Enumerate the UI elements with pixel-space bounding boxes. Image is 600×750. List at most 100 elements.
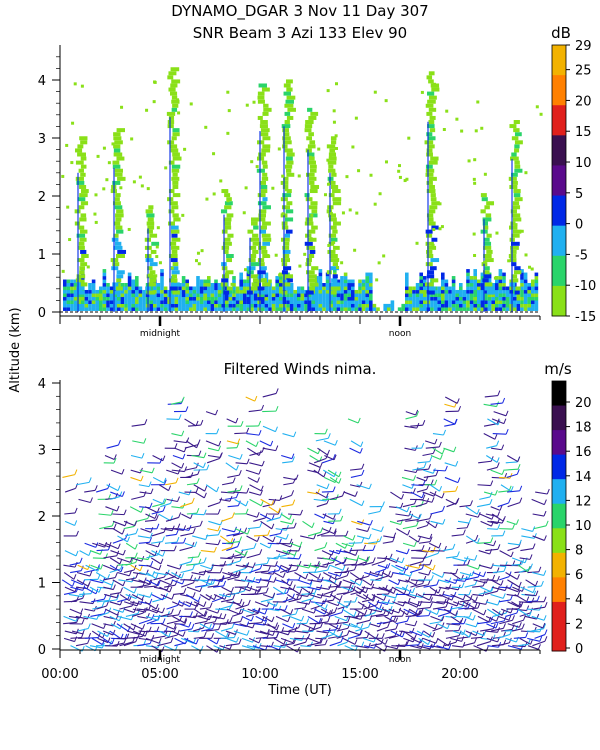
snr-cell — [116, 128, 125, 133]
wind-barb — [276, 542, 290, 545]
wind-barb — [490, 579, 502, 586]
wind-barb — [527, 571, 539, 574]
wind-barb-flag — [320, 576, 324, 583]
snr-cell — [369, 300, 373, 304]
wind-barb — [464, 594, 476, 602]
wind-barb-flag — [246, 427, 250, 434]
snr-cell — [365, 303, 369, 308]
snr-cell — [99, 296, 103, 301]
snr-cell — [491, 296, 495, 301]
snr-cell — [171, 245, 180, 250]
snr-cell — [469, 293, 474, 298]
snr-cell — [91, 300, 96, 304]
snr-cell — [66, 289, 71, 294]
wind-barb — [280, 520, 293, 525]
wind-barb-flag — [532, 526, 536, 532]
wind-barb-flag — [285, 534, 289, 540]
x-tick-label: 05:00 — [141, 667, 178, 682]
snr-cell — [333, 300, 337, 304]
wind-barb — [371, 560, 385, 566]
wind-barb — [246, 553, 260, 559]
wind-barb-flag — [525, 632, 529, 638]
wind-barb-flag — [184, 466, 188, 472]
snr-cell — [437, 303, 441, 308]
wind-barb — [96, 599, 110, 603]
snr-cell — [226, 90, 230, 94]
wind-barb — [97, 612, 109, 617]
wind-barb-flag — [131, 600, 135, 607]
snr-cell — [428, 120, 435, 125]
snr-cell — [354, 296, 359, 301]
wind-barb-flag — [101, 601, 105, 608]
snr-cell — [495, 279, 499, 284]
wind-barb-flag — [432, 564, 436, 571]
wind-barb-flag — [320, 527, 324, 533]
wind-barb-flag — [332, 595, 336, 601]
snr-cell — [275, 279, 279, 284]
wind-barb — [315, 491, 327, 499]
wind-barb — [248, 409, 262, 413]
snr-cell — [495, 303, 499, 308]
wind-barb-flag — [209, 602, 213, 608]
snr-cell — [127, 276, 132, 280]
snr-cell — [153, 80, 157, 84]
wind-barb — [166, 572, 179, 580]
wind-barb — [262, 392, 277, 398]
wind-barb — [186, 525, 201, 530]
wind-barb — [84, 542, 96, 548]
snr-cell — [262, 136, 271, 141]
wind-barb — [483, 403, 497, 408]
snr-cell — [425, 168, 435, 173]
snr-cell — [412, 286, 416, 291]
wind-barb-flag — [272, 603, 276, 610]
wind-barb — [235, 564, 247, 568]
wind-barb-flag — [535, 580, 539, 587]
snr-cell — [253, 303, 258, 308]
wind-barb-flag — [414, 609, 418, 615]
snr-cell — [429, 179, 433, 183]
snr-cell — [520, 289, 524, 294]
snr-cell — [76, 180, 85, 185]
wind-barb-flag — [232, 594, 236, 600]
wind-barb — [110, 623, 121, 630]
snr-cell — [146, 221, 155, 226]
snr-cell — [332, 120, 336, 124]
wind-barb — [131, 423, 145, 427]
wind-barb — [398, 608, 408, 616]
wind-barb — [409, 561, 423, 566]
wind-barb-flag — [360, 623, 364, 629]
snr-cell — [84, 300, 89, 304]
snr-cell — [232, 303, 236, 308]
wind-barb-flag — [218, 445, 221, 451]
wind-barb-flag — [298, 553, 302, 560]
wind-barb-flag — [497, 511, 501, 517]
snr-cell — [309, 189, 318, 194]
snr-cell — [369, 272, 373, 277]
wind-barb — [205, 542, 219, 546]
wind-barb — [70, 637, 82, 639]
wind-barb-flag — [361, 537, 365, 543]
snr-cell — [281, 124, 291, 129]
wind-barb-flag — [353, 578, 357, 585]
wind-barb — [260, 598, 273, 603]
snr-cell — [70, 289, 74, 294]
wind-barb-flag — [120, 587, 123, 593]
snr-cell — [279, 283, 283, 287]
snr-cell — [419, 286, 423, 291]
wind-barb — [63, 615, 77, 622]
wind-barb-flag — [162, 455, 166, 461]
wind-barb — [320, 608, 331, 615]
wind-barb — [130, 454, 143, 459]
snr-cell — [88, 307, 92, 311]
wind-barb-flag — [203, 492, 207, 499]
wind-barb — [317, 447, 328, 456]
wind-barb-flag — [197, 551, 201, 558]
wind-barb — [102, 630, 114, 636]
snr-cell — [171, 296, 175, 301]
snr-cell — [426, 132, 433, 137]
wind-barb-flag — [276, 632, 279, 638]
snr-cell — [514, 144, 520, 149]
wind-barb-flag — [232, 477, 236, 483]
snr-cell — [282, 140, 292, 145]
